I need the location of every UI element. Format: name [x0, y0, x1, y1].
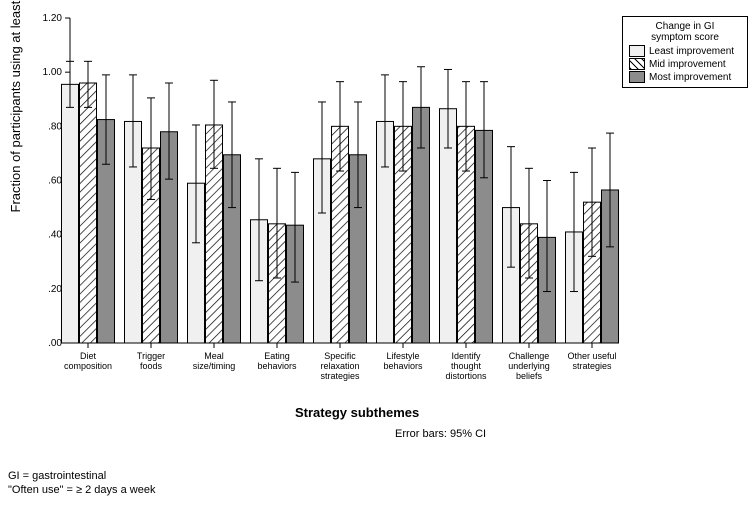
- y-tick-label: .00: [48, 338, 62, 349]
- y-tick-label: .80: [48, 121, 62, 132]
- legend-label: Most improvement: [649, 72, 731, 83]
- y-tick-label: .60: [48, 176, 62, 187]
- x-tick-label: Identifythoughtdistortions: [445, 351, 487, 381]
- bar: [62, 84, 79, 343]
- legend-title: Change in GIsymptom score: [629, 21, 741, 43]
- x-axis-title: Strategy subthemes: [295, 405, 419, 420]
- x-tick-label: Mealsize/timing: [193, 351, 236, 371]
- legend-item: Least improvement: [629, 45, 741, 57]
- y-tick-label: .20: [48, 284, 62, 295]
- y-tick-label: 1.20: [43, 13, 63, 24]
- legend-item: Mid improvement: [629, 58, 741, 70]
- error-bar-caption: Error bars: 95% CI: [395, 428, 486, 440]
- x-tick-label: Eatingbehaviors: [257, 351, 297, 371]
- y-tick-label: .40: [48, 230, 62, 241]
- x-tick-label: Lifestylebehaviors: [383, 351, 423, 371]
- legend-label: Least improvement: [649, 46, 734, 57]
- figure-container: Fraction of participants using at least …: [0, 0, 750, 505]
- x-tick-label: Specificrelaxationstrategies: [320, 351, 360, 381]
- footnote-line: "Often use" = ≥ 2 days a week: [8, 484, 155, 496]
- x-tick-label: Dietcomposition: [64, 351, 112, 371]
- bar: [80, 83, 97, 343]
- y-tick-label: 1.00: [43, 67, 63, 78]
- x-tick-label: Triggerfoods: [137, 351, 165, 371]
- footnote-line: GI = gastrointestinal: [8, 470, 106, 482]
- legend-label: Mid improvement: [649, 59, 726, 70]
- x-tick-label: Other usefulstrategies: [567, 351, 616, 371]
- legend-swatch: [629, 45, 645, 57]
- legend-item: Most improvement: [629, 71, 741, 83]
- legend-swatch: [629, 71, 645, 83]
- legend-swatch: [629, 58, 645, 70]
- x-tick-label: Challengeunderlyingbeliefs: [508, 351, 550, 381]
- legend: Change in GIsymptom score Least improvem…: [622, 16, 748, 88]
